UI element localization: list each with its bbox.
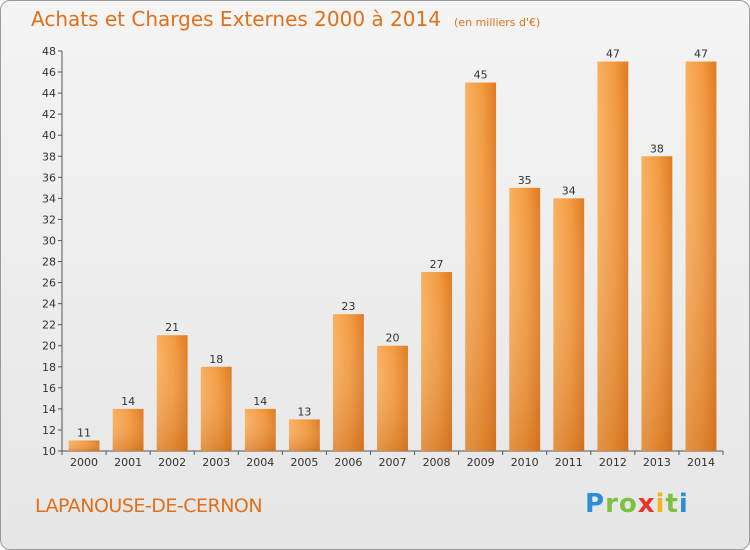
y-tick-label: 24	[42, 298, 56, 311]
logo-letter: P	[585, 489, 606, 519]
y-tick-label: 22	[42, 319, 56, 332]
x-tick-label: 2000	[70, 456, 98, 469]
bar-shade	[333, 314, 364, 451]
y-tick-label: 44	[42, 87, 56, 100]
axes: 10 12 14 16 18 20 22 24 26 28 30 32 34 36 38 40 42 44 46 48	[42, 45, 724, 458]
y-tick-label: 10	[42, 445, 56, 458]
y-tick-label: 48	[42, 45, 56, 58]
y-tick-label: 30	[42, 234, 56, 247]
bar-shade	[288, 419, 320, 451]
value-label: 11	[77, 426, 91, 439]
bar-shade	[68, 440, 100, 451]
bar-shade	[112, 408, 144, 451]
y-tick-label: 12	[42, 424, 56, 437]
bar-shade	[244, 408, 276, 451]
bars	[68, 61, 717, 452]
x-tick-label: 2008	[423, 456, 451, 469]
x-tick-label: 2010	[511, 456, 539, 469]
bar-shade	[597, 61, 629, 452]
y-tick-label: 20	[42, 340, 56, 353]
x-tick-label: 2012	[599, 456, 627, 469]
value-label: 20	[386, 332, 400, 345]
x-tick-label: 2004	[246, 456, 274, 469]
labels: 2000 11 2001 14 2002 21 2003 18 2004 14 2005 13 2006…	[70, 48, 715, 469]
bar-shade	[200, 366, 232, 451]
bar-shade	[465, 82, 497, 451]
commune-name: LAPANOUSE-DE-CERNON	[35, 495, 263, 517]
x-tick-label: 2006	[334, 456, 362, 469]
y-tick-label: 28	[42, 256, 56, 269]
value-label: 14	[253, 395, 267, 408]
x-tick-label: 2001	[114, 456, 142, 469]
bar-shade	[156, 335, 188, 451]
logo-letter: r	[605, 489, 619, 519]
y-tick-label: 36	[42, 171, 56, 184]
y-tick-label: 40	[42, 129, 56, 142]
value-label: 21	[165, 321, 179, 334]
y-tick-label: 18	[42, 361, 56, 374]
logo-letter: i	[655, 489, 666, 519]
value-label: 27	[430, 258, 444, 271]
y-tick-label: 34	[42, 192, 56, 205]
y-tick-label: 26	[42, 277, 56, 290]
x-tick-label: 2014	[687, 456, 715, 469]
x-tick-label: 2002	[158, 456, 186, 469]
y-tick-label: 46	[42, 66, 56, 79]
value-label: 23	[341, 300, 355, 313]
proxiti-logo: Proxiti	[585, 489, 689, 519]
chart-subtitle: (en milliers d'€)	[454, 16, 541, 29]
bar-shade	[685, 61, 717, 452]
value-label: 45	[474, 69, 488, 82]
x-tick-label: 2003	[202, 456, 230, 469]
title-row: Achats et Charges Externes 2000 à 2014 (…	[31, 7, 540, 31]
chart-title: Achats et Charges Externes 2000 à 2014	[31, 7, 441, 31]
logo-letter: t	[665, 489, 679, 519]
y-tick-label: 14	[42, 403, 56, 416]
bar-shade	[553, 198, 585, 451]
value-label: 18	[209, 353, 223, 366]
bar-shade	[509, 187, 541, 451]
y-tick-label: 16	[42, 382, 56, 395]
x-tick-label: 2007	[379, 456, 407, 469]
bar-shade	[377, 345, 408, 451]
value-label: 34	[562, 184, 576, 197]
y-tick-label: 42	[42, 108, 56, 121]
y-tick-label: 32	[42, 213, 56, 226]
x-tick-label: 2009	[467, 456, 495, 469]
y-tick-label: 38	[42, 150, 56, 163]
logo-letter: x	[637, 489, 656, 519]
x-tick-label: 2011	[555, 456, 583, 469]
x-tick-label: 2013	[643, 456, 671, 469]
value-label: 38	[650, 142, 664, 155]
bar-shade	[421, 272, 452, 451]
logo-letter: i	[678, 489, 689, 519]
value-label: 47	[606, 48, 620, 61]
value-label: 14	[121, 395, 135, 408]
logo-letter: o	[618, 489, 638, 519]
value-label: 35	[518, 174, 532, 187]
value-label: 47	[694, 48, 708, 61]
x-tick-label: 2005	[290, 456, 318, 469]
value-label: 13	[297, 405, 311, 418]
bar-shade	[641, 156, 673, 451]
